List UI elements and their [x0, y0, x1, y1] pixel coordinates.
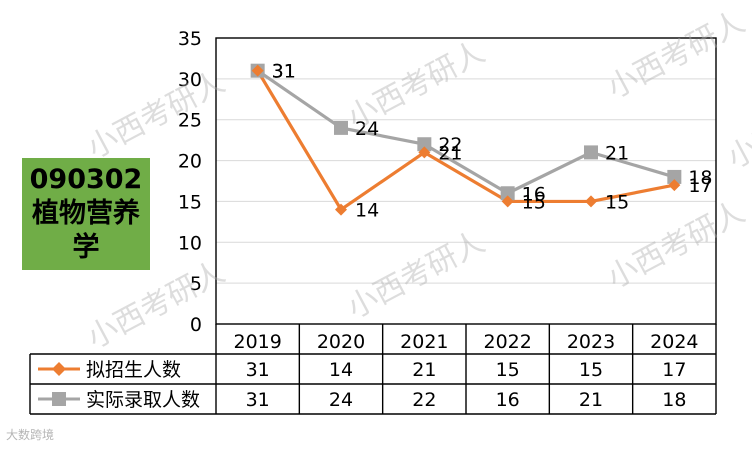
x-tick-label: 2021 [400, 331, 448, 353]
data-label: 21 [605, 142, 629, 164]
table-cell-value: 14 [329, 359, 353, 381]
series-line-planned [256, 69, 675, 212]
data-point-square [584, 145, 598, 160]
table-cell-value: 21 [412, 359, 436, 381]
data-point-square [417, 137, 432, 152]
table-cell-value: 15 [579, 359, 603, 381]
data-point-diamond [585, 195, 597, 208]
x-tick-label: 2023 [567, 331, 615, 353]
subject-code: 090302 [29, 164, 143, 195]
x-tick-label: 2022 [483, 331, 531, 353]
x-tick-label: 2019 [233, 331, 281, 353]
y-tick-label: 0 [190, 314, 202, 336]
table-cell-value: 18 [662, 389, 686, 411]
subject-name-line2: 学 [72, 232, 100, 263]
subject-name-line1: 植物营养 [32, 198, 140, 229]
series-lines [256, 69, 675, 212]
legend-diamond-marker [52, 362, 66, 376]
table-cell-value: 31 [246, 389, 270, 411]
x-tick-label: 2024 [650, 331, 698, 353]
legend-label: 实际录取人数 [86, 389, 200, 411]
data-label: 17 [688, 175, 712, 197]
data-point-square [667, 169, 682, 184]
data-point-square [334, 120, 348, 135]
data-table: 2019 2020 2021 2022 2023 2024 拟招生人数 31 14 21 15 15 1… [29, 324, 717, 415]
data-point-diamond [668, 179, 681, 192]
data-label: 14 [355, 200, 379, 222]
data-point-square [500, 186, 515, 201]
corner-watermark: 大数跨境 [6, 428, 55, 442]
data-label: 24 [355, 118, 379, 140]
table-cell-value: 31 [246, 359, 270, 381]
table-cell-value: 22 [412, 389, 436, 411]
data-label: 31 [272, 61, 296, 83]
y-tick-label: 25 [178, 110, 202, 132]
y-tick-label: 35 [178, 28, 202, 50]
data-point-diamond [251, 64, 264, 77]
legend-square-marker [52, 392, 66, 406]
subject-label: 090302 植物营养 学 [22, 158, 150, 270]
y-axis-ticks: 0 5 10 15 20 25 30 35 [178, 28, 202, 336]
table-cell-value: 15 [496, 359, 520, 381]
data-point-diamond [335, 203, 347, 216]
y-tick-label: 5 [190, 273, 202, 295]
table-cell-value: 16 [496, 389, 520, 411]
legend-label: 拟招生人数 [86, 359, 181, 381]
grid-lines [215, 37, 717, 325]
data-label: 21 [438, 142, 462, 164]
y-tick-label: 30 [178, 69, 202, 91]
data-label: 22 [438, 134, 462, 156]
x-tick-label: 2020 [317, 331, 365, 353]
y-tick-label: 10 [178, 232, 202, 254]
data-point-diamond [418, 146, 431, 159]
data-label: 18 [688, 167, 712, 189]
data-point-diamond [501, 195, 514, 208]
table-cell-value: 24 [329, 389, 353, 411]
series-markers [250, 63, 682, 216]
data-label: 15 [605, 191, 629, 213]
table-cell-value: 21 [579, 389, 603, 411]
data-label: 31 [272, 61, 296, 83]
series-line-actual [256, 69, 675, 195]
data-label: 16 [522, 183, 546, 205]
data-label: 15 [522, 191, 546, 213]
table-cell-value: 17 [662, 359, 686, 381]
y-tick-label: 15 [178, 191, 202, 213]
y-tick-label: 20 [178, 151, 202, 173]
